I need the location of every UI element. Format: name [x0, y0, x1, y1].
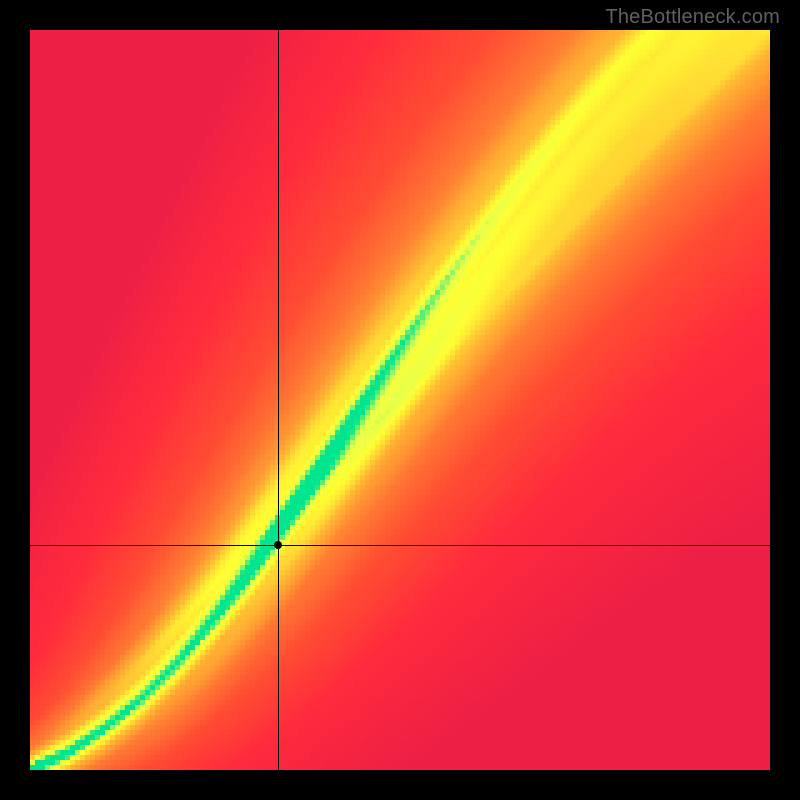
crosshair-vertical [278, 30, 279, 770]
data-point-dot [274, 541, 282, 549]
heatmap-plot [30, 30, 770, 770]
crosshair-horizontal [30, 545, 770, 546]
heatmap-canvas [30, 30, 770, 770]
watermark-text: TheBottleneck.com [605, 6, 780, 29]
